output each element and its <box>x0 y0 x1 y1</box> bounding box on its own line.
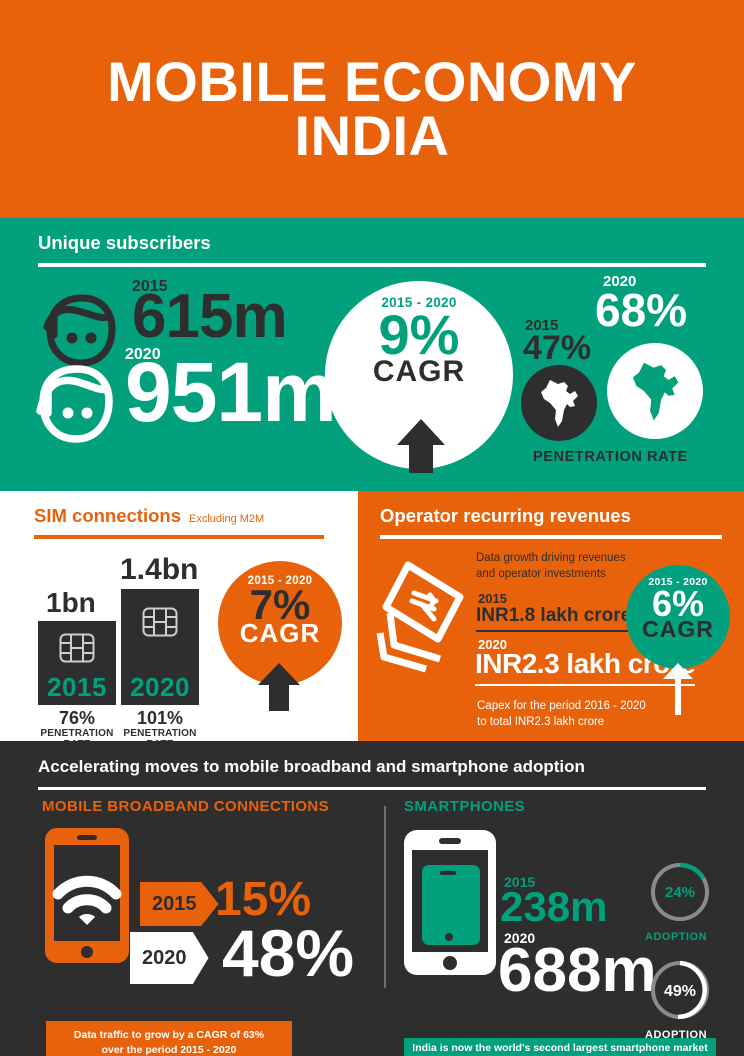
subscribers-2020-block: 2020 951m <box>125 345 337 439</box>
phone-wifi-icon <box>45 828 129 963</box>
sim-2015-year: 2015 <box>47 672 107 702</box>
sim-2015-value: 1bn <box>46 587 96 618</box>
subscribers-2015-block: 2015 615m <box>132 278 288 351</box>
smartphone-icon <box>404 830 496 975</box>
sim-cagr-value: 7% <box>249 581 311 628</box>
operator-divider <box>380 535 722 539</box>
operator-cagr-period: 2015 - 2020 <box>648 576 708 588</box>
penetration-rate-caption: PENETRATION RATE <box>533 449 688 465</box>
smartphones-2015-year: 2015 <box>504 874 536 890</box>
section-unique-subscribers: Unique subscribers <box>0 218 744 491</box>
penetration-2020-value: 68% <box>595 284 688 336</box>
adoption-2015-label: ADOPTION <box>645 931 708 943</box>
broadband-2020-year: 2020 <box>130 932 209 984</box>
subscribers-2015-year: 2015 <box>132 278 168 295</box>
broadband-heading: MOBILE BROADBAND CONNECTIONS <box>42 798 330 815</box>
operator-capex-note-line2: to total INR2.3 lakh crore <box>477 715 605 728</box>
man-face-icon <box>34 291 126 369</box>
up-arrow-icon <box>395 417 447 473</box>
india-map-dark-icon <box>537 377 581 429</box>
operator-section-title: Operator recurring revenues <box>380 505 631 526</box>
page-title-line1: MOBILE ECONOMY <box>107 49 637 113</box>
bottom-columns: MOBILE BROADBAND CONNECTIONS 2015 1 <box>0 790 744 1056</box>
operator-capex-note: Capex for the period 2016 - 2020 to tota… <box>477 699 646 730</box>
subscribers-2015-value: 615m <box>132 282 288 351</box>
smartphones-heading: SMARTPHONES <box>404 798 526 815</box>
bottom-divider <box>38 787 706 790</box>
operator-subtitle: Data growth driving revenues and operato… <box>476 551 626 582</box>
sim-body: 1bn 2015 76% PENETRATION RATE 1.4bn <box>0 539 358 750</box>
sim-section-title: SIM connections <box>34 505 181 526</box>
operator-cagr-word: CAGR <box>642 615 714 642</box>
operator-2015-year: 2015 <box>478 591 507 606</box>
donut-chart-24-icon: 24% <box>648 860 712 924</box>
penetration-rate-group: 2015 47% 2020 68% <box>515 273 730 478</box>
operator-cagr-circle: 2015 - 2020 6% CAGR <box>626 565 730 669</box>
up-arrow-icon <box>256 661 302 711</box>
sim-2020-year: 2020 <box>130 672 190 702</box>
subscribers-divider <box>38 263 706 267</box>
broadband-2015-year: 2015 <box>140 882 219 926</box>
smartphones-2020-year: 2020 <box>504 930 536 946</box>
smartphones-2020-value: 688m <box>498 936 657 1005</box>
page-title: MOBILE ECONOMY INDIA <box>67 53 677 167</box>
sim-2015-penetration-pct: 76% <box>58 708 96 728</box>
penetration-2015-value: 47% <box>523 329 592 367</box>
page-title-line2: INDIA <box>294 104 450 167</box>
column-divider <box>384 806 386 988</box>
subscribers-section-title: Unique subscribers <box>38 232 211 253</box>
section-broadband-smartphones: Accelerating moves to mobile broadband a… <box>0 741 744 1056</box>
sim-chip-icon <box>142 607 178 637</box>
operator-subtitle-line2: and operator investments <box>476 567 606 580</box>
operator-cagr-value: 6% <box>651 583 705 624</box>
sim-section-title-row: SIM connections Excluding M2M <box>0 491 358 527</box>
operator-capex-note-line1: Capex for the period 2016 - 2020 <box>477 700 646 712</box>
penetration-2020-year: 2020 <box>603 273 637 290</box>
donut-chart-49-icon: 49% <box>648 958 712 1022</box>
subscribers-cagr-period: 2015 - 2020 <box>381 295 457 310</box>
woman-face-icon <box>26 361 126 449</box>
india-map-light-icon <box>627 359 683 423</box>
broadband-banner: Data traffic to grow by a CAGR of 63% ov… <box>46 1021 292 1056</box>
svg-text:24%: 24% <box>665 884 695 901</box>
sim-cagr-word: CAGR <box>239 618 321 649</box>
broadband-banner-line2: over the period 2015 - 2020 <box>101 1044 237 1056</box>
sim-card-2020: 2020 <box>121 589 199 705</box>
india-map-teal-circle <box>607 343 703 439</box>
sim-cagr-period: 2015 - 2020 <box>247 575 313 587</box>
sim-2020-value: 1.4bn <box>120 553 199 586</box>
sim-2020-penetration-pct: 101% <box>136 708 184 728</box>
section-operator-revenues: Operator recurring revenues <box>358 491 744 741</box>
broadband-banner-line1: Data traffic to grow by a CAGR of 63% <box>73 1029 265 1041</box>
operator-subtitle-line1: Data growth driving revenues <box>476 552 626 564</box>
sim-section-note: Excluding M2M <box>189 513 265 525</box>
subscribers-2020-value: 951m <box>125 345 337 439</box>
operator-body: Data growth driving revenues and operato… <box>358 539 744 735</box>
page-header: MOBILE ECONOMY INDIA <box>0 0 744 218</box>
svg-text:49%: 49% <box>664 983 696 1000</box>
section-sim-connections: SIM connections Excluding M2M 1bn 2015 76… <box>0 491 358 750</box>
broadband-2020-chip: 2020 <box>130 932 209 984</box>
smartphones-banner: India is now the world's second largest … <box>404 1038 716 1056</box>
up-arrow-icon <box>661 661 695 715</box>
india-map-dark-circle <box>521 365 597 441</box>
subscribers-cagr-value: 9% <box>378 303 460 366</box>
sim-card-2015: 2015 <box>38 621 116 705</box>
broadband-2020-value: 48% <box>222 916 355 990</box>
smartphones-2015-value: 238m <box>500 883 608 930</box>
stacked-documents-rupee-icon <box>374 557 478 675</box>
subscribers-body: 2015 615m 2020 951m 2015 - 2020 9% CAGR … <box>0 267 744 482</box>
sim-chip-icon <box>59 633 95 663</box>
subscribers-cagr-word: CAGR <box>372 354 466 388</box>
operator-2015-value: INR1.8 lakh crore <box>476 605 632 632</box>
broadband-2015-chip: 2015 <box>140 882 219 926</box>
sim-divider <box>34 535 324 539</box>
broadband-2015-value: 15% <box>215 873 312 926</box>
subscribers-2020-year: 2020 <box>125 346 161 363</box>
operator-2020-year: 2020 <box>478 637 507 652</box>
penetration-2015-year: 2015 <box>525 317 559 334</box>
bottom-section-title: Accelerating moves to mobile broadband a… <box>38 757 585 776</box>
